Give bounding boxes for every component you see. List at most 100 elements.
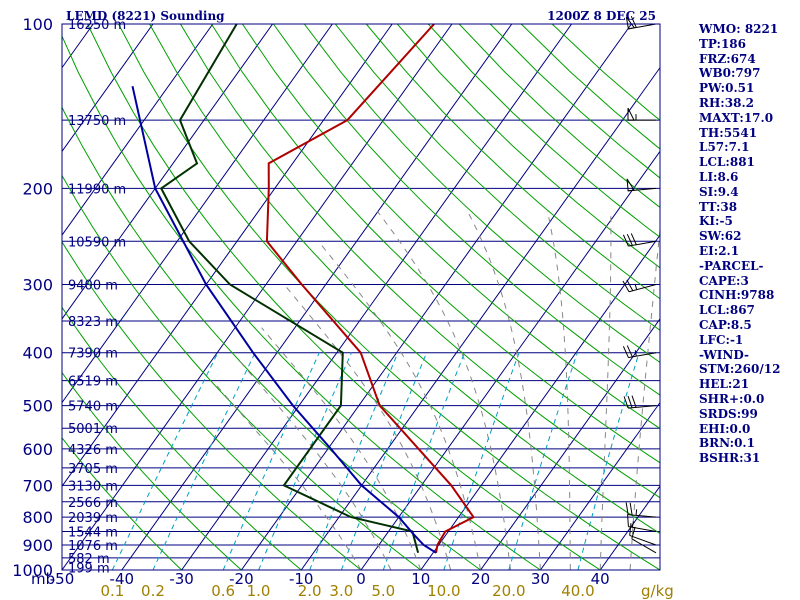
stat-line: PW:0.51: [699, 81, 755, 96]
dry-adiabat-line: [272, 24, 660, 396]
dry-adiabat-line: [62, 106, 481, 570]
wind-barb-flag: [629, 523, 632, 536]
stat-line: BRN:0.1: [699, 436, 755, 451]
mixing-ratio-line: [443, 352, 520, 570]
height-label: 8323 m: [68, 315, 118, 330]
pressure-tick-label: 600: [22, 440, 53, 459]
mixing-ratio-line: [309, 352, 399, 570]
mixing-ratio-line: [508, 352, 578, 570]
mixing-ratio-line: [111, 352, 219, 570]
dry-adiabat-line: [87, 24, 601, 570]
stat-line: MAXT:17.0: [699, 110, 774, 125]
wind-barb-flag: [629, 502, 633, 516]
moist-adiabat-line: [237, 358, 392, 570]
wind-barb-staff: [629, 534, 657, 546]
temperature-tick-label: -30: [169, 570, 194, 588]
wind-barb-flag: [626, 345, 633, 358]
wind-barb-flag: [626, 233, 633, 246]
moist-adiabat-line: [261, 327, 422, 570]
mixing-ratio-tick-label: 20.0: [492, 582, 525, 600]
stat-line: LCL:881: [699, 155, 755, 170]
wind-barb-flag: [625, 502, 629, 515]
wind-barb: [627, 514, 657, 532]
mixing-ratio-tick-label: 3.0: [329, 582, 353, 600]
moist-adiabat-line: [216, 385, 362, 570]
dry-adiabat-line: [365, 24, 660, 300]
wind-barb-pennant: [627, 107, 635, 121]
wind-barb: [626, 178, 657, 192]
wind-barb-flag: [627, 514, 629, 527]
parcel-line: [131, 85, 437, 554]
wind-barb-half-flag: [634, 283, 638, 290]
dry-adiabat-line: [62, 306, 302, 570]
wind-barb-half-flag: [631, 521, 634, 528]
pressure-tick-label: 700: [22, 476, 53, 495]
wind-barb: [622, 233, 657, 247]
height-label: 1544 m: [68, 525, 118, 540]
wind-barb: [623, 395, 657, 409]
height-label: 9400 m: [68, 279, 118, 294]
wind-barb: [629, 523, 657, 546]
height-label: 11990 m: [68, 182, 126, 197]
height-label: 10590 m: [68, 235, 126, 250]
wind-barb-pennant: [626, 178, 635, 192]
mixing-ratio-line: [340, 352, 428, 570]
stat-line: FRZ:674: [699, 51, 756, 66]
dry-adiabat-line: [62, 371, 242, 570]
pressure-tick-label: 200: [22, 179, 53, 198]
mixing-ratio-tick-label: 0.2: [141, 582, 165, 600]
dry-adiabat-line: [210, 24, 660, 464]
wind-barb-flag: [631, 395, 637, 408]
mixing-ratio-unit-label: g/kg: [641, 582, 674, 600]
wind-barb-staff: [628, 514, 657, 518]
pressure-tick-label: 400: [22, 344, 53, 363]
wind-barb-flag: [626, 279, 634, 291]
wind-barb-half-flag: [635, 509, 638, 516]
dry-adiabat-line: [62, 174, 422, 570]
mixing-ratio-line: [152, 352, 256, 570]
isotherm-line: [300, 66, 660, 570]
wind-barb-flag: [623, 396, 629, 409]
temperature-tick-label: 20: [471, 570, 490, 588]
temperature-tick-label: -50: [50, 570, 75, 588]
height-label: 16250 m: [68, 18, 126, 33]
mixing-ratio-tick-label: 2.0: [298, 582, 322, 600]
isotherm-line: [240, 24, 632, 570]
height-label: 5740 m: [68, 400, 118, 415]
mixing-ratio-tick-label: 0.6: [211, 582, 235, 600]
temperature-tick-label: -20: [229, 570, 254, 588]
height-label: 3705 m: [68, 462, 118, 477]
wind-barb-half-flag: [634, 350, 637, 357]
stat-line: WB0:797: [699, 66, 761, 81]
plot-frame: [61, 23, 661, 571]
mixing-ratio-tick-label: 10.0: [427, 582, 460, 600]
mixing-ratio-tick-label: 1.0: [247, 582, 271, 600]
chart-title: LEMD (8221) Sounding: [66, 9, 225, 23]
dewpoint-line: [159, 24, 420, 554]
isotherm-line: [62, 24, 214, 236]
dry-adiabat-line: [334, 24, 660, 331]
moist-adiabat-line: [546, 210, 571, 570]
stat-line: CAPE:3: [699, 273, 749, 288]
stat-line: SHR+:0.0: [699, 391, 765, 406]
mixing-ratio-tick-label: 0.1: [100, 582, 124, 600]
stat-line: L57:7.1: [699, 140, 750, 155]
wind-barb-pennant: [625, 16, 636, 30]
pressure-tick-label: 100: [22, 15, 53, 34]
height-label: 199 m: [68, 562, 110, 577]
stat-line: TT:38: [699, 199, 738, 214]
stat-line: LCL:867: [699, 303, 755, 318]
stat-line: LI:8.6: [699, 169, 739, 184]
stat-line: CINH:9788: [699, 288, 775, 303]
pressure-tick-label: 300: [22, 276, 53, 295]
isotherm-line: [121, 24, 513, 570]
height-label: 582 m: [68, 552, 110, 567]
stat-line: TP:186: [699, 36, 747, 51]
wind-barb-flag: [630, 233, 637, 245]
height-label: 13750 m: [68, 114, 126, 129]
wind-barb: [625, 502, 657, 518]
stat-line: SRDS:99: [699, 406, 758, 421]
moist-adiabat-line: [466, 210, 541, 570]
stat-line: EHI:0.0: [699, 421, 751, 436]
